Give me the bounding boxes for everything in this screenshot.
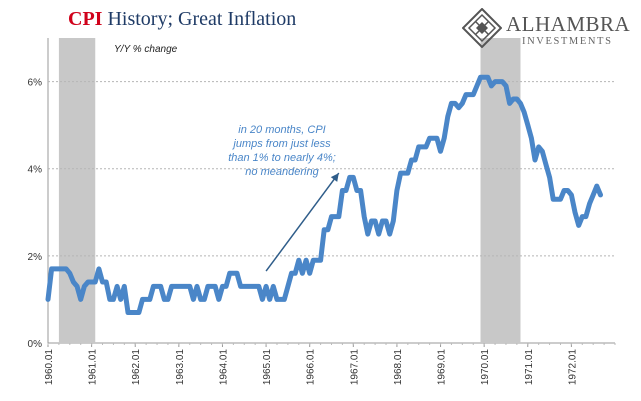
recession-band-0 [58,38,96,343]
x-tick-label: 1972.01 [567,349,578,386]
logo-name: ALHAMBRA [506,12,631,36]
annotation-line-3: no meandering [245,166,319,178]
chart-title: CPI History; Great Inflation [68,8,296,31]
series-line-0 [45,74,603,315]
chart-title-accent: CPI [68,8,103,30]
y-tick-label: 4% [28,165,43,176]
series-group [45,74,603,315]
x-tick-label: 1963.01 [175,349,186,386]
logo-subtitle: INVESTMENTS [522,36,613,47]
annotation-group: in 20 months, CPI jumps from just less tha… [228,124,340,272]
annotation-line-0: in 20 months, CPI [238,124,325,136]
y-tick-label: 0% [28,339,43,350]
plot-frame [47,38,615,344]
annotation-arrow-head [330,173,339,182]
x-tick-label: 1967.01 [349,349,360,386]
x-tick-label: 1969.01 [437,349,448,386]
annotation-arrow-line [265,172,340,272]
y-axis-ticks: 0% 2% 4% 6% [28,78,43,350]
x-tick-label: 1970.01 [480,349,491,386]
gridlines [48,81,615,257]
recession-band-1 [480,38,521,343]
x-tick-label: 1968.01 [393,349,404,386]
x-axis-ticks: 1960.01 1961.01 1962.01 1963.01 1964.01 1965.… [44,343,616,386]
x-tick-label: 1960.01 [44,349,55,386]
x-tick-label: 1971.01 [524,349,535,386]
chart-title-rest: History; Great Inflation [102,8,297,30]
x-tick-label: 1966.01 [306,349,317,386]
y-tick-label: 2% [28,252,43,263]
recession-bands [58,38,521,343]
x-tick-label: 1961.01 [88,349,99,386]
diamond-lattice-icon [462,8,502,48]
annotation-line-2: than 1% to nearly 4%; [228,152,336,164]
alhambra-logo: ALHAMBRA INVESTMENTS [462,8,632,48]
x-tick-label: 1962.01 [131,349,142,386]
annotation-line-1: jumps from just less [231,138,331,150]
x-tick-label: 1964.01 [218,349,229,386]
y-axis-label: Y/Y % change [114,44,178,55]
y-tick-label: 6% [28,78,43,89]
x-tick-label: 1965.01 [262,349,273,386]
